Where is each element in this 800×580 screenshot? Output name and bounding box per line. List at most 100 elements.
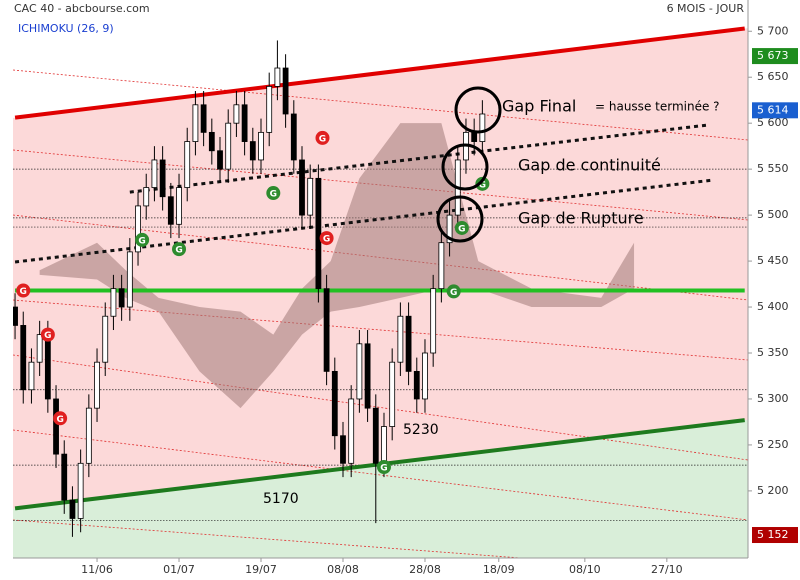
annotation: Gap Final: [502, 97, 576, 116]
y-tick-label: 5 300: [757, 392, 789, 405]
y-tick-label: 5 200: [757, 484, 789, 497]
signal: [315, 130, 330, 145]
trend-line: [14, 178, 713, 264]
signal: [53, 411, 68, 426]
support-zone: [13, 419, 748, 558]
chart-subtitle: 6 MOIS - JOUR: [667, 2, 745, 15]
x-tick-label: 19/07: [245, 563, 277, 576]
candle-body: [233, 104, 240, 124]
candle-body: [167, 196, 174, 225]
candle-body: [77, 462, 84, 519]
candle-body: [274, 67, 281, 87]
y-tick-label: 5 600: [757, 116, 789, 129]
y-tick-label: 5 650: [757, 70, 789, 83]
candle-body: [364, 343, 371, 409]
candle-body: [20, 325, 27, 391]
signal-label: G: [175, 246, 182, 256]
candle-body: [290, 113, 297, 161]
signal-label: G: [319, 134, 326, 144]
candle-body: [102, 315, 109, 363]
candle-body: [331, 370, 338, 437]
annotation: Gap de continuité: [518, 156, 661, 175]
signal: [135, 232, 150, 247]
signal-label: G: [56, 415, 63, 425]
gap-circles: [436, 86, 502, 243]
candle-body: [430, 288, 437, 354]
candle-body: [184, 141, 191, 188]
candle-body: [61, 453, 68, 501]
price-tag-label: 5 152: [757, 528, 789, 541]
candle-body: [266, 86, 273, 133]
signal-label: G: [380, 463, 387, 473]
signal-label: G: [450, 288, 457, 298]
price-tag: [752, 102, 798, 119]
candle-body: [159, 159, 166, 198]
candle-body: [28, 361, 35, 391]
guide-line: [13, 429, 748, 521]
candle-body: [282, 67, 289, 115]
candle-body: [446, 214, 453, 244]
x-tick-label: 27/10: [651, 563, 683, 576]
candle-body: [126, 251, 133, 308]
x-tick-label: 01/07: [163, 563, 195, 576]
gap-circle: [436, 195, 484, 243]
price-tag-label: 5 673: [757, 49, 789, 62]
candle-body: [356, 343, 363, 400]
candle-body: [471, 131, 478, 142]
price-tag: [752, 48, 798, 65]
candle-body: [438, 242, 445, 290]
candle-body: [36, 334, 43, 363]
candle-body: [13, 306, 18, 326]
chart-title: CAC 40 - abcbourse.com: [14, 2, 150, 15]
candle-body: [389, 361, 396, 427]
candle-body: [307, 177, 314, 216]
candle-body: [372, 407, 379, 464]
candle-body: [299, 159, 305, 216]
candle-body: [241, 104, 248, 142]
candle-body: [85, 407, 92, 464]
candle-body: [225, 122, 232, 170]
candle-body: [381, 426, 387, 464]
candle-body: [200, 104, 207, 133]
candle-body: [151, 159, 158, 188]
x-tick-label: 11/06: [81, 563, 113, 576]
candle-body: [315, 177, 322, 290]
guide-line: [13, 69, 748, 141]
candle-body: [143, 187, 150, 207]
indicator-label: ICHIMOKU (26, 9): [18, 22, 114, 35]
candle-body: [192, 104, 199, 142]
signal-label: G: [270, 190, 277, 200]
signal: [475, 176, 490, 191]
y-tick-label: 5 450: [757, 254, 789, 267]
annotation: = hausse terminée ?: [595, 100, 720, 114]
candle-body: [258, 131, 264, 161]
signal-label: G: [323, 235, 330, 245]
candle-body: [340, 435, 346, 464]
guide-line: [13, 519, 527, 558]
x-tick-label: 08/10: [569, 563, 601, 576]
trend-line: [14, 26, 745, 120]
candle-body: [53, 398, 59, 455]
y-tick-label: 5 400: [757, 300, 789, 313]
candle-body: [94, 361, 100, 409]
signal: [454, 220, 469, 235]
candle-body: [405, 315, 412, 372]
candle-body: [348, 398, 355, 464]
gap-circle: [454, 86, 502, 134]
signal: [172, 242, 187, 257]
candle-body: [118, 288, 125, 308]
candle-body: [135, 205, 141, 253]
signal: [319, 231, 334, 246]
signal: [16, 283, 31, 298]
price-tag-label: 5 614: [757, 103, 789, 116]
y-tick-label: 5 350: [757, 346, 789, 359]
y-tick-label: 5 550: [757, 162, 789, 175]
annotation: 5170: [263, 491, 299, 507]
candle-body: [249, 141, 256, 161]
guide-line: [13, 299, 748, 361]
signal: [446, 284, 461, 299]
candle-body: [323, 288, 330, 372]
signal-label: G: [20, 287, 27, 297]
